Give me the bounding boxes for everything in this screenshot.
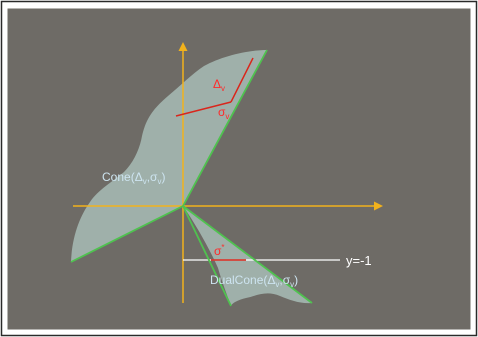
dual-cone-label: DualCone(Δv,σv): [210, 273, 298, 289]
cone-label: Cone(Δv,σv): [102, 170, 165, 186]
y-line-label: y=-1: [346, 253, 372, 268]
